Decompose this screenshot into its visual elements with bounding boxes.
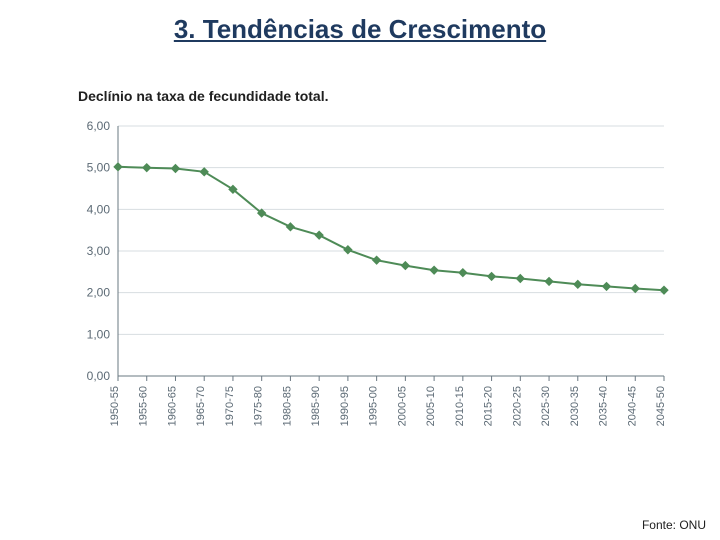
x-tick-label: 1985-90 <box>310 386 322 426</box>
y-tick-label: 6,00 <box>87 120 111 133</box>
x-tick-label: 2005-10 <box>425 386 437 426</box>
x-tick-label: 2010-15 <box>454 386 466 426</box>
y-tick-label: 1,00 <box>87 327 111 341</box>
chart-svg: 0,00 1,00 2,00 3,00 4,00 5,00 6,00 1950-55 1955-… <box>70 120 670 480</box>
page-title: 3. Tendências de Crescimento <box>0 14 720 45</box>
x-tick-label: 1955-60 <box>138 386 150 426</box>
source-label: Fonte: ONU <box>642 518 706 532</box>
x-tick-label: 1970-75 <box>224 386 236 426</box>
x-tick-label: 1995-00 <box>368 386 380 426</box>
x-tick-label: 2015-20 <box>483 386 495 426</box>
x-tick-label: 2025-30 <box>540 386 552 426</box>
y-tick-label: 3,00 <box>87 244 111 258</box>
x-tick-label: 1980-85 <box>281 386 293 426</box>
x-tick-label: 1950-55 <box>109 386 121 426</box>
y-tick-label: 2,00 <box>87 286 111 300</box>
x-tick-label: 2020-25 <box>511 386 523 426</box>
y-tick-label: 0,00 <box>87 369 111 383</box>
x-tick-label: 2030-35 <box>569 386 581 426</box>
x-tick-label: 2000-05 <box>396 386 408 426</box>
x-tick-label: 2045-50 <box>655 386 667 426</box>
x-tick-label: 1975-80 <box>253 386 265 426</box>
x-tick-label: 1960-65 <box>166 386 178 426</box>
chart-subtitle: Declínio na taxa de fecundidade total. <box>78 88 329 104</box>
x-tick-label: 1965-70 <box>195 386 207 426</box>
y-tick-label: 4,00 <box>87 202 111 216</box>
x-tick-label: 2040-45 <box>626 386 638 426</box>
x-tick-label: 2035-40 <box>598 386 610 426</box>
slide: 3. Tendências de Crescimento Declínio na… <box>0 0 720 540</box>
x-tick-label: 1990-95 <box>339 386 351 426</box>
fertility-chart: 0,00 1,00 2,00 3,00 4,00 5,00 6,00 1950-55 1955-… <box>70 120 670 480</box>
y-tick-label: 5,00 <box>87 161 111 175</box>
